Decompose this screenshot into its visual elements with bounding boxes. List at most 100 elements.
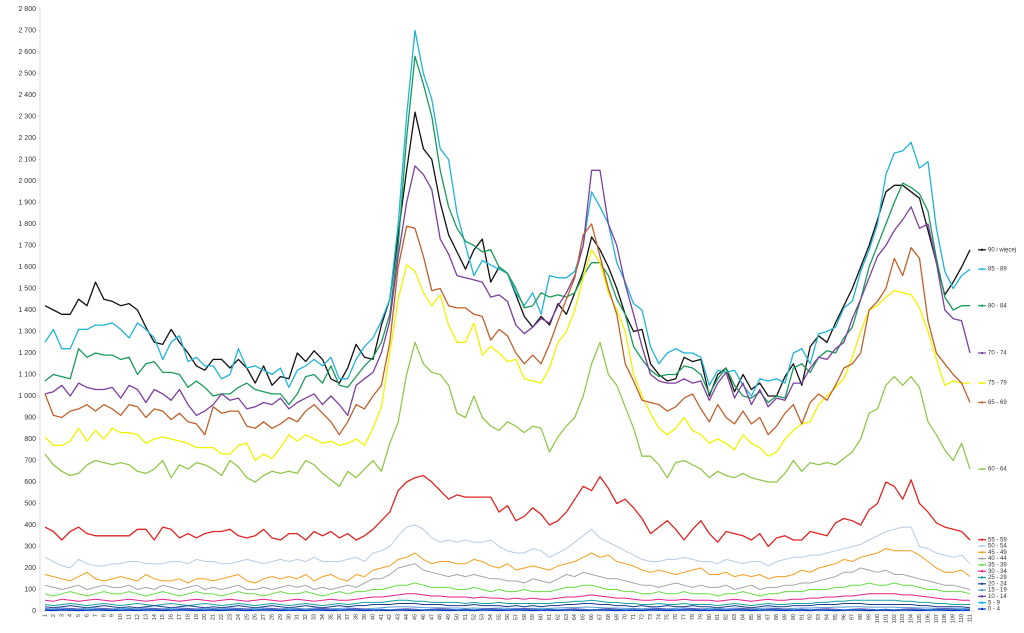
x-tick-label: 62 (555, 614, 561, 620)
y-tick-label: 2 300 (18, 113, 36, 120)
x-tick-label: 12 (135, 614, 141, 620)
x-tick-label: 16 (169, 614, 175, 620)
x-tick-label: 46 (421, 614, 427, 620)
x-tick-label: 87 (766, 614, 772, 620)
y-tick-label: 1 900 (18, 199, 36, 206)
x-tick-label: 84 (740, 614, 746, 620)
x-tick-label: 76 (673, 614, 679, 620)
legend-label: 55 - 59 (988, 537, 1007, 543)
x-tick-label: 86 (757, 614, 763, 620)
x-tick-label: 43 (396, 614, 402, 620)
x-tick-label: 2 (51, 614, 57, 617)
y-tick-label: 1 500 (18, 285, 36, 292)
legend-label: 85 - 89 (988, 267, 1007, 273)
legend-marker (980, 467, 984, 471)
y-tick-label: 1 800 (18, 221, 36, 228)
x-tick-label: 23 (227, 614, 233, 620)
series-line (44, 249, 970, 462)
legend-marker (980, 557, 984, 560)
series-line (44, 563, 971, 590)
x-tick-label: 21 (211, 614, 217, 620)
y-tick-label: 800 (24, 436, 36, 443)
series-line (44, 474, 971, 548)
x-tick-label: 89 (782, 614, 788, 620)
x-tick-label: 4 (68, 614, 74, 617)
y-tick-label: 400 (24, 522, 36, 529)
legend-marker (980, 601, 984, 604)
x-tick-label: 56 (505, 614, 511, 620)
legend-label: 25 - 29 (988, 575, 1007, 581)
x-tick-label: 109 (951, 614, 957, 623)
x-tick-label: 37 (345, 614, 351, 620)
x-tick-label: 74 (656, 614, 662, 620)
x-tick-label: 28 (269, 614, 275, 620)
series-line (44, 223, 971, 436)
x-tick-label: 77 (682, 614, 688, 620)
x-tick-label: 32 (303, 614, 309, 620)
y-tick-label: 2 500 (18, 70, 36, 77)
legend-marker (980, 576, 984, 579)
y-tick-label: 2 100 (18, 156, 36, 163)
legend-marker (980, 551, 984, 554)
x-tick-label: 51 (463, 614, 469, 620)
x-tick-label: 10 (118, 614, 124, 620)
legend-label: 35 - 39 (988, 562, 1007, 568)
x-tick-label: 57 (513, 614, 519, 620)
legend-marker (980, 607, 984, 611)
series-line (44, 548, 971, 584)
x-tick-label: 53 (480, 614, 486, 620)
y-tick-label: 1 200 (18, 350, 36, 357)
x-tick-label: 95 (833, 614, 839, 620)
x-tick-label: 19 (194, 614, 200, 620)
x-tick-label: 83 (732, 614, 738, 620)
x-tick-label: 7 (93, 614, 99, 617)
series-line (44, 29, 971, 397)
x-tick-label: 99 (867, 614, 873, 620)
x-tick-label: 15 (160, 614, 166, 620)
x-tick-label: 101 (883, 614, 889, 623)
x-tick-label: 79 (698, 614, 704, 620)
x-tick-label: 33 (312, 614, 318, 620)
legend-marker (980, 381, 984, 385)
legend-marker (980, 267, 984, 271)
y-tick-label: 900 (24, 414, 36, 421)
x-tick-label: 58 (522, 614, 528, 620)
x-tick-label: 30 (286, 614, 292, 620)
x-tick-label: 71 (631, 614, 637, 620)
x-tick-label: 3 (59, 614, 65, 617)
x-tick-label: 54 (488, 614, 494, 620)
x-tick-label: 63 (564, 614, 570, 620)
x-tick-label: 105 (917, 614, 923, 623)
x-tick-label: 94 (824, 614, 830, 620)
x-tick-label: 1 (42, 614, 48, 617)
x-tick-label: 106 (925, 614, 931, 623)
x-tick-label: 82 (724, 614, 730, 620)
y-tick-label: 200 (24, 565, 36, 572)
y-tick-label: 1 000 (18, 393, 36, 400)
x-tick-label: 47 (429, 614, 435, 620)
x-tick-label: 91 (799, 614, 805, 620)
x-tick-label: 17 (177, 614, 183, 620)
x-tick-label: 40 (370, 614, 376, 620)
x-tick-label: 25 (244, 614, 250, 620)
x-tick-label: 6 (84, 614, 90, 617)
legend-label: 10 - 14 (988, 594, 1007, 600)
x-tick-label: 44 (404, 614, 410, 620)
y-tick-label: 600 (24, 479, 36, 486)
legend-label: 80 - 84 (988, 303, 1007, 309)
x-tick-label: 107 (934, 614, 940, 623)
x-tick-label: 5 (76, 614, 82, 617)
series-line (44, 341, 971, 487)
x-tick-label: 93 (816, 614, 822, 620)
x-tick-label: 80 (707, 614, 713, 620)
y-tick-label: 2 000 (18, 178, 36, 185)
x-tick-label: 35 (328, 614, 334, 620)
x-tick-label: 111 (967, 614, 973, 622)
x-tick-label: 36 (337, 614, 343, 620)
x-tick-label: 64 (572, 614, 578, 620)
x-tick-label: 88 (774, 614, 780, 620)
y-tick-label: 1 400 (18, 307, 36, 314)
legend-marker (980, 595, 984, 598)
series-line (44, 606, 971, 610)
